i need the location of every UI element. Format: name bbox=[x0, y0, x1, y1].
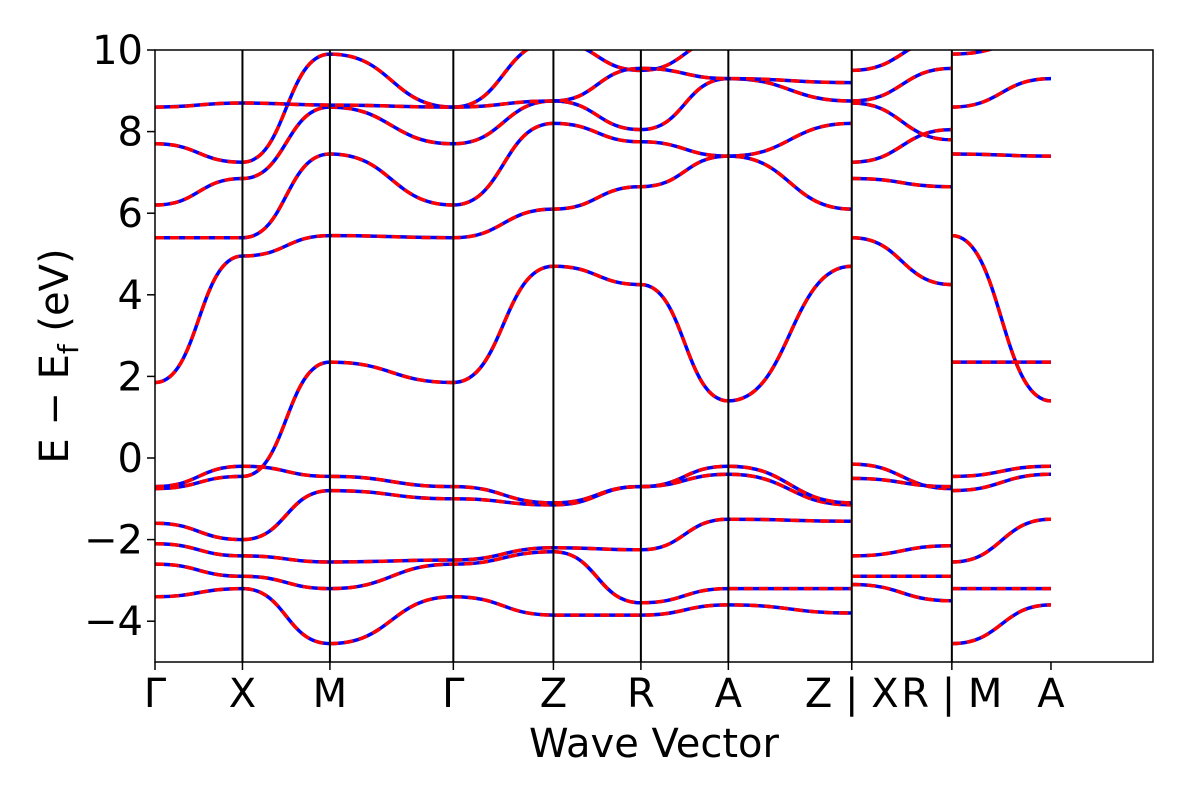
band-e-line bbox=[155, 464, 1052, 505]
x-tick-label: Γ bbox=[144, 671, 167, 717]
y-tick-label: −4 bbox=[84, 599, 143, 645]
band-d-reference-line bbox=[155, 462, 1052, 542]
y-tick-label: 2 bbox=[118, 354, 143, 400]
x-tick-label: Γ bbox=[442, 671, 465, 717]
band-c-reference-line bbox=[155, 517, 1052, 564]
x-tick-label: Z | X bbox=[805, 671, 899, 717]
y-tick-label: 10 bbox=[92, 28, 143, 74]
y-tick-label: 4 bbox=[118, 273, 143, 319]
band-c-line bbox=[155, 517, 1052, 564]
band-b-line bbox=[155, 550, 1051, 605]
x-axis-label: Wave Vector bbox=[529, 721, 780, 767]
band-k-reference-line bbox=[155, 66, 952, 142]
band-h-line bbox=[155, 121, 1052, 240]
x-tick-label: R bbox=[627, 671, 655, 717]
y-tick-label: 8 bbox=[118, 110, 143, 156]
y-axis: −4 −2 0 2 4 6 8 10 bbox=[84, 28, 155, 645]
plot-frame bbox=[154, 49, 1154, 663]
band-d-line bbox=[155, 462, 1052, 542]
high-symmetry-lines bbox=[241, 50, 953, 662]
band-a-line bbox=[155, 582, 1052, 646]
y-axis-label: E − Ef (eV) bbox=[32, 248, 85, 463]
x-tick-label: A bbox=[715, 671, 743, 717]
y-tick-label: 0 bbox=[118, 436, 143, 482]
band-f-line bbox=[155, 233, 1052, 491]
band-k-line bbox=[155, 66, 952, 142]
x-tick-label: A bbox=[1037, 671, 1065, 717]
x-tick-label: Z bbox=[540, 671, 567, 717]
y-tick-label: −2 bbox=[84, 518, 143, 564]
x-tick-label: R | M bbox=[901, 671, 1002, 717]
x-tick-label: X bbox=[229, 671, 256, 717]
band-j-line bbox=[155, 50, 995, 164]
bands-layer bbox=[155, 50, 1052, 646]
y-tick-label: 6 bbox=[118, 191, 143, 237]
x-tick-label: M bbox=[313, 671, 348, 717]
